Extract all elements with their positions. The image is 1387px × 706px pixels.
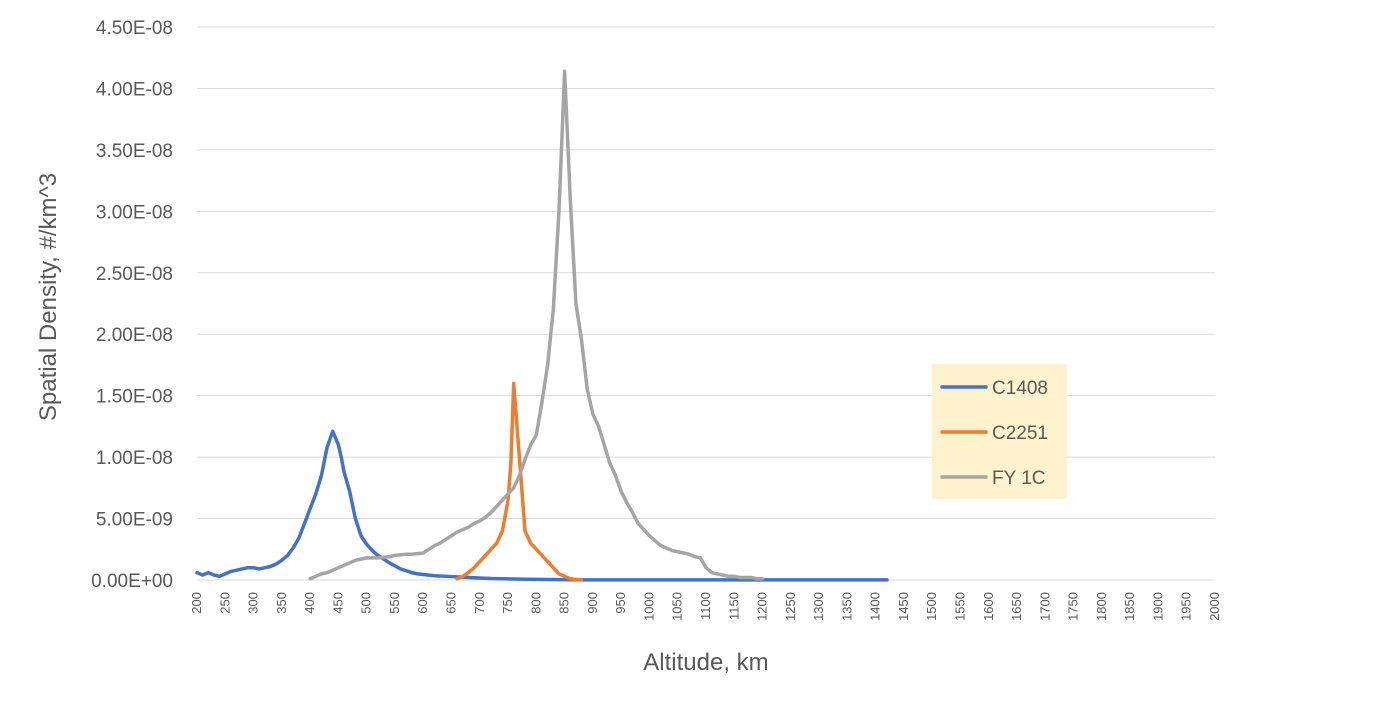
legend-label: C2251 bbox=[992, 423, 1048, 444]
y-tick-label: 3.50E-08 bbox=[96, 141, 173, 162]
y-tick-label: 2.50E-08 bbox=[96, 264, 173, 285]
x-tick-label: 500 bbox=[359, 592, 374, 614]
x-tick-label: 1350 bbox=[839, 592, 854, 621]
x-tick-label: 900 bbox=[585, 592, 600, 614]
x-tick-label: 1200 bbox=[755, 592, 770, 621]
x-tick-label: 1400 bbox=[868, 592, 883, 621]
x-tick-label: 250 bbox=[217, 592, 232, 614]
x-tick-label: 1900 bbox=[1150, 592, 1165, 621]
x-tick-label: 400 bbox=[302, 592, 317, 614]
x-tick-label: 2000 bbox=[1207, 592, 1222, 621]
x-tick-label: 1100 bbox=[698, 592, 713, 620]
y-tick-label: 1.00E-08 bbox=[96, 448, 173, 469]
x-tick-label: 1450 bbox=[896, 592, 911, 621]
x-tick-label: 1750 bbox=[1066, 592, 1081, 621]
x-tick-label: 1800 bbox=[1094, 592, 1109, 621]
y-tick-label: 5.00E-09 bbox=[96, 510, 173, 531]
data-series bbox=[195, 69, 889, 582]
x-tick-label: 1000 bbox=[641, 592, 656, 621]
x-tick-label: 1650 bbox=[1009, 592, 1024, 621]
x-tick-label: 1700 bbox=[1037, 592, 1052, 621]
x-tick-label: 450 bbox=[330, 592, 345, 614]
x-tick-label: 1300 bbox=[811, 592, 826, 621]
y-tick-label: 3.00E-08 bbox=[96, 202, 173, 223]
y-tick-label: 1.50E-08 bbox=[96, 387, 173, 408]
x-tick-label: 1550 bbox=[953, 592, 968, 621]
x-tick-label: 600 bbox=[415, 592, 430, 614]
x-tick-label: 800 bbox=[528, 592, 543, 614]
series-line-c2251 bbox=[455, 381, 584, 582]
y-tick-label: 4.00E-08 bbox=[96, 79, 173, 100]
x-axis-title: Altitude, km bbox=[643, 649, 768, 676]
x-tick-label: 1950 bbox=[1179, 592, 1194, 621]
gridlines bbox=[197, 26, 1215, 581]
y-tick-label: 4.50E-08 bbox=[96, 18, 173, 39]
series-line-fy-1c bbox=[308, 69, 765, 581]
x-tick-label: 200 bbox=[189, 592, 204, 614]
x-tick-label: 950 bbox=[613, 592, 628, 614]
x-tick-label: 1850 bbox=[1122, 592, 1137, 621]
x-tick-label: 850 bbox=[557, 592, 572, 614]
legend-label: FY 1C bbox=[992, 468, 1046, 489]
y-axis: 0.00E+00 5.00E-09 1.00E-08 1.50E-08 2.00E-08… bbox=[91, 18, 173, 592]
x-tick-label: 650 bbox=[444, 592, 459, 614]
x-tick-label: 1600 bbox=[981, 592, 996, 621]
x-tick-label: 1250 bbox=[783, 592, 798, 621]
x-tick-label: 1150 bbox=[726, 592, 741, 620]
legend: C1408 C2251 FY 1C bbox=[932, 364, 1067, 499]
x-tick-label: 1500 bbox=[924, 592, 939, 621]
x-tick-label: 350 bbox=[274, 592, 289, 614]
series-line-c1408 bbox=[195, 429, 889, 582]
y-tick-label: 0.00E+00 bbox=[91, 571, 173, 592]
x-axis: 200 250 300 350 400 450 500 550 600 650 700 750 800 8… bbox=[189, 579, 1222, 621]
x-tick-label: 550 bbox=[387, 592, 402, 614]
x-tick-label: 300 bbox=[246, 592, 261, 614]
y-tick-label: 2.00E-08 bbox=[96, 325, 173, 346]
legend-label: C1408 bbox=[992, 378, 1048, 399]
y-axis-title: Spatial Density, #/km^3 bbox=[35, 173, 62, 421]
x-tick-label: 750 bbox=[500, 592, 515, 614]
x-tick-label: 700 bbox=[472, 592, 487, 614]
x-tick-label: 1050 bbox=[670, 592, 685, 621]
